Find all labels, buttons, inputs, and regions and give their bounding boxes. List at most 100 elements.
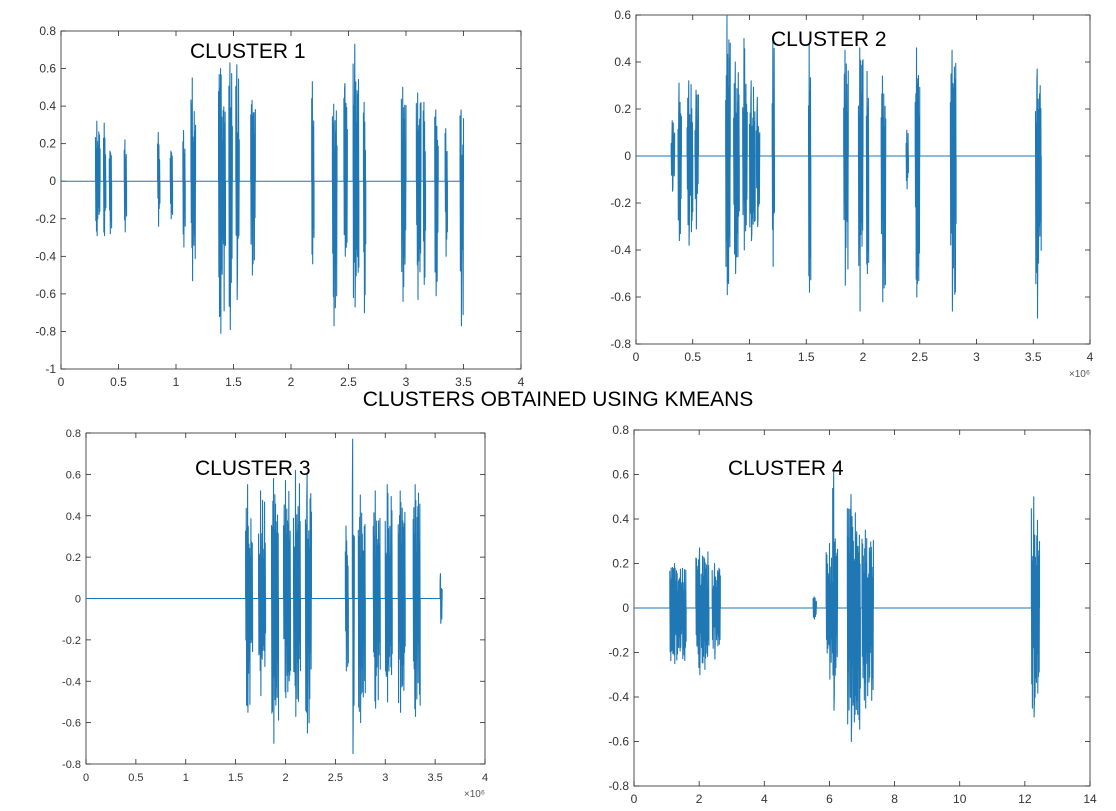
y-tick-label: 0 — [75, 594, 81, 606]
signal-burst — [669, 562, 687, 665]
signal-burst — [832, 469, 837, 711]
y-tick-label: 0.6 — [39, 62, 56, 76]
signal-burst — [169, 150, 174, 220]
x-tick-label: 3.5 — [427, 772, 442, 784]
signal-burst — [362, 101, 367, 314]
x-tick-label: 2.5 — [340, 375, 357, 389]
signal-burst — [771, 35, 776, 267]
signal-burst — [711, 562, 721, 660]
y-tick-label: -0.2 — [610, 196, 631, 210]
y-tick-label: 0.2 — [612, 557, 629, 571]
signal-burst — [748, 80, 756, 242]
x-tick-label: 2.5 — [911, 350, 928, 364]
signal-burst — [352, 43, 360, 308]
signal-burst — [434, 109, 439, 297]
signal-burst — [384, 484, 393, 703]
y-tick-label: -0.6 — [62, 718, 81, 730]
y-tick-label: -0.4 — [610, 243, 631, 257]
cluster-3-plot: 0.80.60.40.20-0.2-0.4-0.6-0.80 0.5 1 1.5 2 2.… — [62, 428, 488, 800]
signal-burst — [686, 80, 694, 246]
x-tick-label: 3 — [973, 350, 980, 364]
plot-frame — [60, 30, 522, 370]
signal-burst — [372, 490, 381, 709]
signal-burst — [861, 529, 874, 709]
signal-burst — [103, 122, 107, 237]
y-tick-label: 0.4 — [66, 511, 81, 523]
y-tick-label: 0.4 — [612, 512, 629, 526]
signal-burst — [245, 484, 254, 713]
cluster-title: CLUSTER 4 — [728, 457, 844, 480]
signal-burst — [304, 473, 312, 734]
signal-burst — [914, 47, 921, 298]
signal-burst — [270, 477, 280, 744]
y-tick-label: -0.8 — [608, 779, 629, 793]
signal-burst — [218, 68, 226, 334]
x-tick-label: 14 — [1083, 792, 1097, 806]
x-tick-label: 8 — [891, 792, 898, 806]
x-tick-label: 2 — [288, 375, 295, 389]
signal-burst — [755, 96, 761, 228]
signal-burst — [344, 525, 349, 672]
cluster-title: CLUSTER 1 — [190, 40, 306, 63]
signal-burst — [397, 490, 406, 713]
signal-burst — [694, 89, 699, 230]
signal-burst — [108, 150, 113, 235]
x-tick-label: 12 — [1018, 792, 1032, 806]
signal-burst — [459, 109, 465, 327]
signal-burst — [949, 49, 957, 312]
y-tick-label: 0.8 — [66, 428, 81, 440]
y-tick-label: 0.2 — [66, 552, 81, 564]
signal-burst — [282, 480, 292, 699]
cluster-title: CLUSTER 3 — [195, 457, 311, 480]
signal-burst — [439, 573, 443, 624]
x-tick-label: 2 — [860, 350, 867, 364]
x-tick-label: 2 — [282, 772, 288, 784]
x-axis-multiplier: ×10⁶ — [464, 789, 485, 800]
signal-burst — [157, 131, 161, 227]
cluster-1-plot: 0.80.60.40.20-0.2-0.4-0.6-0.8-10 0.5 1 1.5 2… — [35, 24, 524, 389]
x-tick-label: 1.5 — [798, 350, 815, 364]
cluster-2-plot: 0.60.40.20-0.2-0.4-0.6-0.80 0.5 1 1.5 2 2.5 3 3… — [610, 8, 1093, 380]
signal-burst — [94, 120, 101, 237]
signal-burst — [695, 547, 710, 676]
signal-burst — [422, 101, 427, 286]
cluster-title: CLUSTER 2 — [771, 28, 887, 51]
x-tick-label: 3 — [403, 375, 410, 389]
y-tick-label: 0.8 — [612, 423, 629, 437]
signal-burst — [343, 83, 348, 257]
x-tick-label: 0.5 — [684, 350, 701, 364]
x-tick-label: 0.5 — [110, 375, 127, 389]
x-tick-label: 0 — [633, 350, 640, 364]
y-tick-label: 0 — [49, 174, 56, 188]
signal-burst — [725, 14, 731, 296]
y-tick-label: 0.6 — [612, 468, 629, 482]
signal-burst — [670, 120, 676, 192]
cluster-4-plot: 0.80.60.40.20-0.2-0.4-0.6-0.80 2 4 6 8 10 12 14… — [608, 423, 1097, 806]
signal-burst — [400, 86, 407, 302]
x-tick-label: 3.5 — [455, 375, 472, 389]
y-tick-label: -0.4 — [35, 249, 56, 263]
x-tick-label: 2.5 — [328, 772, 343, 784]
signal-burst — [235, 64, 240, 301]
y-tick-label: 0.2 — [39, 137, 56, 151]
x-tick-label: 1.5 — [228, 772, 243, 784]
signal-burst — [733, 61, 740, 275]
y-tick-label: -0.2 — [62, 635, 81, 647]
x-tick-label: 0 — [631, 792, 638, 806]
signal-burst — [677, 82, 682, 242]
signal-burst — [444, 128, 448, 257]
signal-burst — [357, 494, 366, 724]
signal-burst — [228, 62, 233, 331]
y-tick-label: 0.2 — [614, 102, 631, 116]
x-tick-label: 3 — [382, 772, 388, 784]
signal-burst — [250, 99, 256, 276]
signal-burst — [123, 139, 128, 233]
signal-burst — [865, 70, 870, 275]
signal-burst — [351, 438, 355, 755]
y-tick-label: -0.6 — [610, 290, 631, 304]
signal-burst — [258, 490, 267, 697]
x-tick-label: 4 — [1087, 350, 1094, 364]
y-tick-label: 0 — [624, 149, 631, 163]
x-tick-label: 4 — [482, 772, 488, 784]
x-tick-label: 4 — [518, 375, 525, 389]
